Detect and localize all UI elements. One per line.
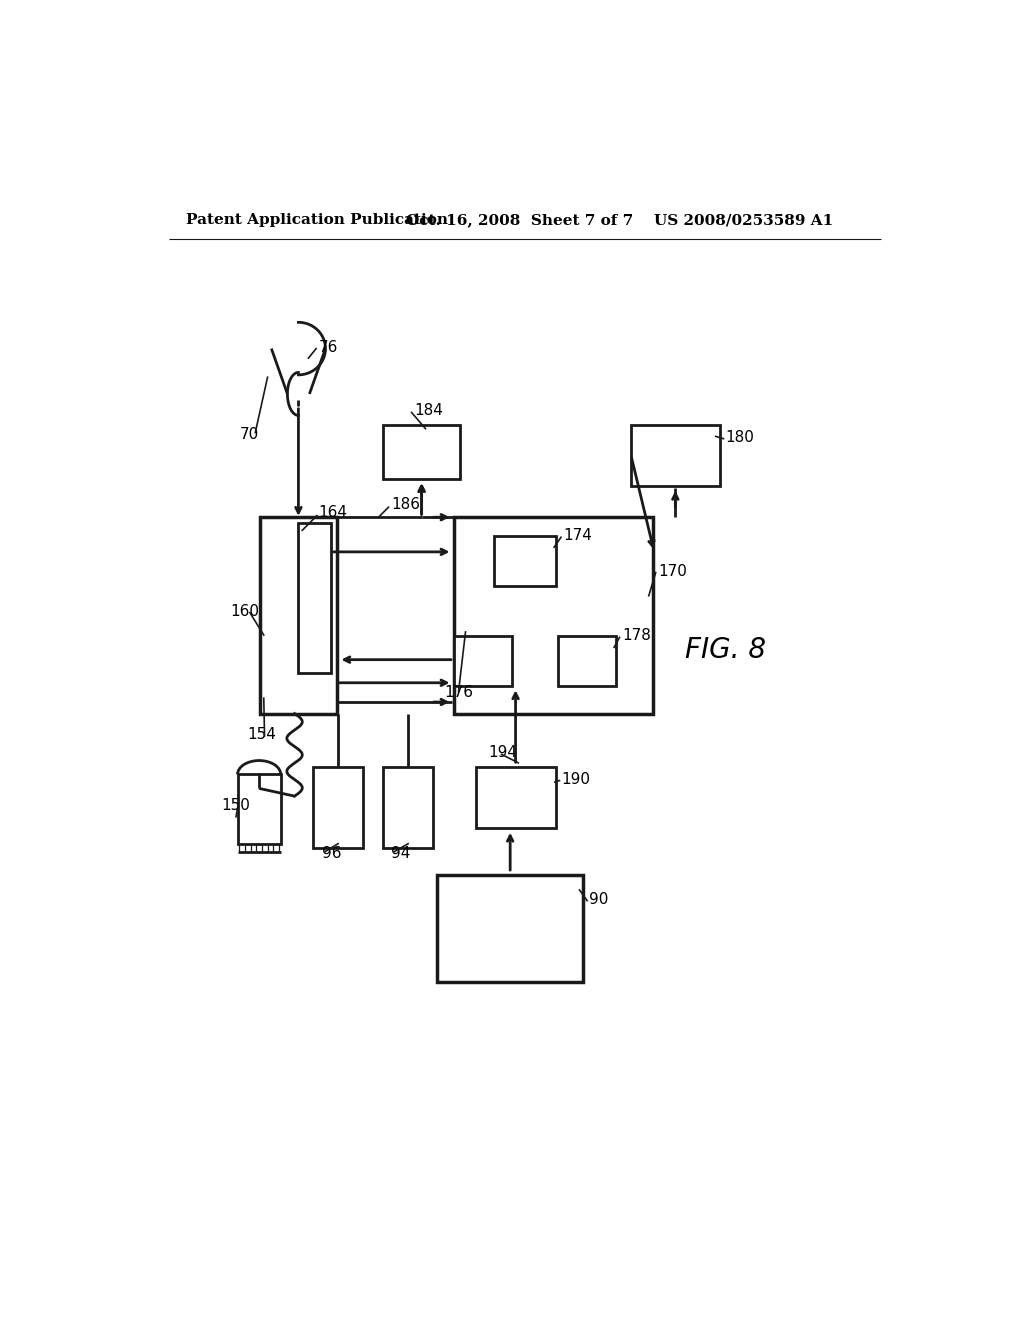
Text: 96: 96 — [322, 846, 341, 861]
Text: 186: 186 — [391, 498, 420, 512]
Bar — [313, 767, 364, 847]
Text: Oct. 16, 2008  Sheet 7 of 7: Oct. 16, 2008 Sheet 7 of 7 — [407, 213, 634, 227]
Text: 164: 164 — [318, 506, 347, 520]
Text: FIG. 8: FIG. 8 — [685, 636, 766, 664]
Text: 94: 94 — [391, 846, 411, 861]
Bar — [631, 425, 720, 487]
Text: 190: 190 — [562, 771, 591, 787]
Text: Patent Application Publication: Patent Application Publication — [186, 213, 449, 227]
Bar — [383, 767, 433, 847]
Text: 160: 160 — [230, 603, 260, 619]
Bar — [383, 425, 460, 479]
Text: 90: 90 — [590, 891, 609, 907]
Text: 170: 170 — [658, 564, 687, 578]
Text: US 2008/0253589 A1: US 2008/0253589 A1 — [654, 213, 834, 227]
Text: 76: 76 — [318, 339, 338, 355]
Text: 154: 154 — [248, 727, 276, 742]
Text: 194: 194 — [487, 746, 517, 760]
Text: 174: 174 — [563, 528, 592, 544]
Bar — [494, 536, 556, 586]
Bar — [298, 523, 331, 673]
Text: 180: 180 — [726, 429, 755, 445]
Text: 70: 70 — [240, 426, 259, 442]
Bar — [454, 636, 512, 686]
Text: 184: 184 — [414, 404, 442, 418]
Text: 150: 150 — [221, 797, 250, 813]
Text: 178: 178 — [622, 628, 650, 643]
Bar — [454, 517, 652, 714]
Bar — [475, 767, 556, 829]
Text: 176: 176 — [444, 685, 474, 701]
Bar — [558, 636, 615, 686]
Bar — [238, 775, 281, 843]
Bar — [437, 874, 584, 982]
Bar — [260, 517, 337, 714]
